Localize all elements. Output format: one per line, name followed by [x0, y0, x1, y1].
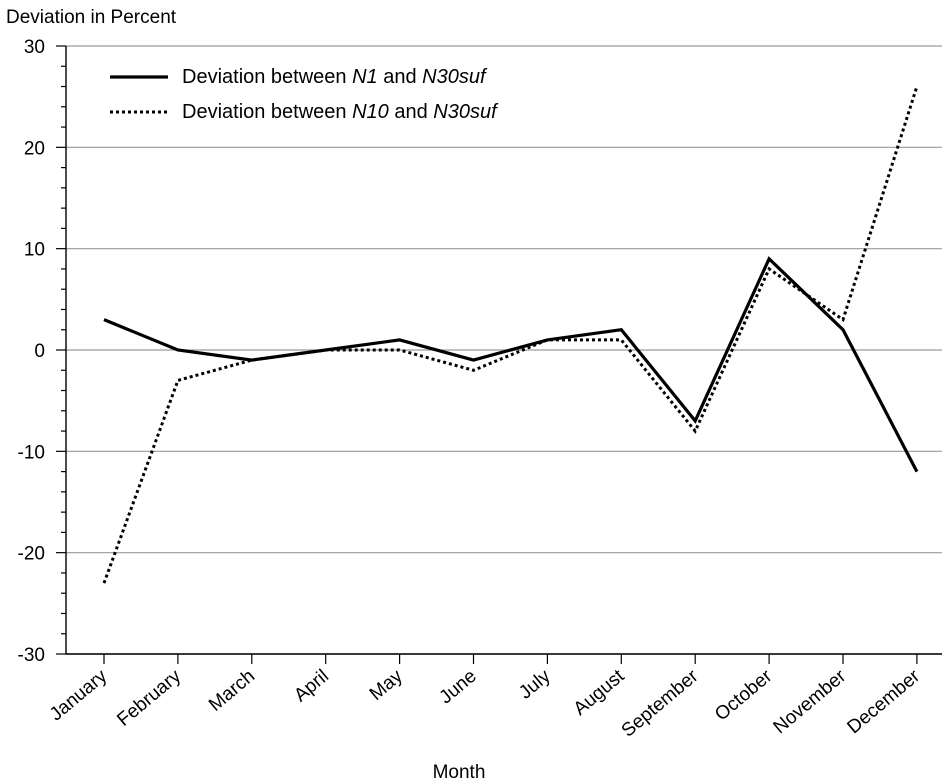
- legend-label-part: and: [389, 101, 433, 123]
- series-line-1: [103, 256, 919, 473]
- series-line-2: [102, 86, 919, 584]
- data-series: [102, 86, 919, 584]
- x-tick-label: August: [570, 665, 629, 720]
- x-tick-label: October: [711, 665, 777, 725]
- legend-label-part: Deviation between: [182, 101, 352, 123]
- x-tick-label: February: [113, 665, 185, 730]
- y-tick-label: 30: [24, 37, 45, 58]
- legend-label-part: N10: [352, 101, 389, 123]
- legend-label-2: Deviation between N10 and N30suf: [182, 101, 499, 123]
- y-tick-label: -30: [18, 645, 45, 666]
- grid-lines: [66, 45, 942, 655]
- x-tick-label: January: [46, 665, 112, 725]
- y-tick-label: -20: [18, 544, 45, 565]
- legend-label-part: and: [378, 66, 422, 88]
- legend: Deviation between N1 and N30sufDeviation…: [110, 66, 499, 123]
- y-tick-label: 10: [24, 240, 45, 261]
- y-tick-label: 0: [34, 341, 45, 362]
- legend-label-1: Deviation between N1 and N30suf: [182, 66, 488, 88]
- y-axis-title: Deviation in Percent: [6, 7, 177, 28]
- x-tick-label: June: [436, 666, 481, 709]
- y-tick-label: 20: [24, 138, 45, 159]
- x-tick-label: November: [770, 665, 851, 738]
- x-tick-label: March: [205, 666, 259, 716]
- x-tick-label: July: [515, 665, 555, 703]
- legend-label-part: N30suf: [433, 101, 499, 123]
- legend-label-part: N1: [352, 66, 378, 88]
- x-tick-label: September: [618, 665, 703, 741]
- x-axis-title: Month: [433, 762, 486, 783]
- legend-label-part: Deviation between: [182, 66, 352, 88]
- y-tick-label: -10: [18, 442, 45, 463]
- legend-label-part: N30suf: [422, 66, 488, 88]
- x-tick-label: December: [843, 665, 924, 738]
- x-tick-label: April: [290, 666, 333, 707]
- x-tick-label: May: [366, 665, 407, 704]
